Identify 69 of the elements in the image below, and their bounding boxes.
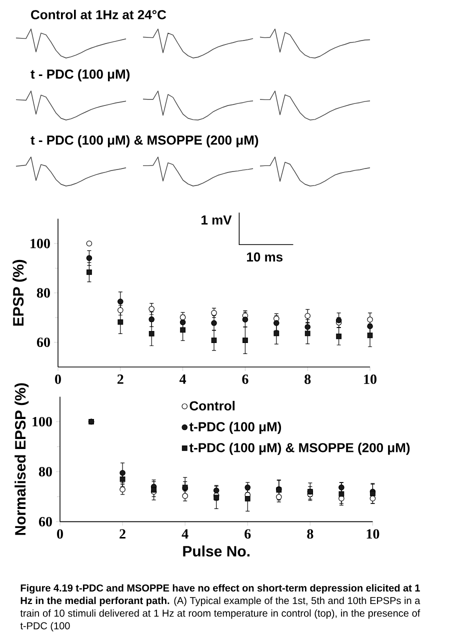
point [118, 319, 124, 325]
point [118, 298, 124, 304]
y-tick-label: 80 [36, 288, 50, 298]
y-tick-label: 60 [38, 516, 52, 526]
point [118, 307, 124, 314]
point [211, 320, 217, 326]
y-tick-label: 60 [36, 338, 50, 348]
point [244, 484, 251, 490]
chart-title: t - PDC (100 μM) [30, 69, 130, 82]
legend-label: t-PDC (100 μM) [189, 422, 282, 434]
point [274, 320, 280, 326]
x-tick-label: 2 [120, 529, 126, 538]
point [211, 338, 217, 344]
x-tick-label: 4 [179, 374, 186, 384]
annotation: 10 ms [247, 252, 283, 262]
x-tick-label: 6 [242, 374, 248, 384]
point [367, 323, 373, 330]
x-tick-label: 0 [57, 529, 63, 539]
chart-title: Control at 1Hz at 24°C [31, 10, 166, 20]
point [148, 306, 154, 312]
point [120, 476, 126, 482]
point [276, 494, 282, 500]
point [367, 332, 373, 338]
point [120, 470, 126, 476]
annotation: 1 mV [202, 216, 232, 224]
x-tick-label: 10 [366, 529, 380, 539]
x-tick-label: 4 [182, 529, 188, 538]
point [244, 496, 250, 502]
point [86, 240, 92, 246]
x-tick-label: 8 [304, 374, 311, 384]
x-axis-title: Pulse No. [183, 546, 250, 557]
point [242, 338, 248, 344]
x-tick-label: 2 [117, 374, 124, 384]
y-axis-title: EPSP (%) [12, 260, 27, 326]
legend-label: Control [190, 400, 235, 410]
point [148, 330, 154, 336]
y-axis-title: Normalised EPSP (%) [14, 383, 29, 535]
point [182, 493, 188, 499]
x-tick-label: 8 [307, 529, 314, 539]
y-tick-label: 100 [32, 416, 52, 426]
text: Figure 4.19 t-PDC and MSOPPE have no effect on short-term depression elicited at 1 Hz in the medial perforant path. (A) Typical example of the 1st, 5th and 10th EPSPs in a train of 10 stimuli delivered at 1 Hz at room temperature in control (top), in the presence of t-PDC (100 [20, 584, 420, 632]
point [180, 314, 186, 320]
point [338, 491, 344, 497]
y-tick-label: 100 [30, 238, 50, 248]
x-tick-label: 6 [244, 529, 251, 539]
chart-title: t - PDC (100 μM) & MSOPPE (200 μM) [30, 135, 258, 148]
point [304, 324, 310, 330]
x-tick-label: 10 [364, 374, 376, 384]
y-tick-label: 80 [38, 466, 52, 476]
point [211, 310, 217, 316]
point [367, 316, 373, 322]
legend-label: t-PDC (100 μM) & MSOPPE (200 μM) [189, 442, 410, 455]
point [370, 496, 376, 502]
point [336, 317, 342, 324]
point [336, 334, 342, 340]
point [120, 486, 126, 492]
point [86, 255, 92, 261]
x-tick-label: 0 [55, 374, 61, 384]
point [213, 488, 220, 494]
point [307, 488, 313, 494]
point [180, 319, 186, 326]
point [304, 330, 310, 336]
point [274, 330, 280, 336]
point [338, 484, 344, 490]
point [86, 269, 92, 275]
point [304, 312, 310, 319]
point [242, 316, 248, 322]
point [180, 327, 186, 333]
point [148, 316, 154, 322]
